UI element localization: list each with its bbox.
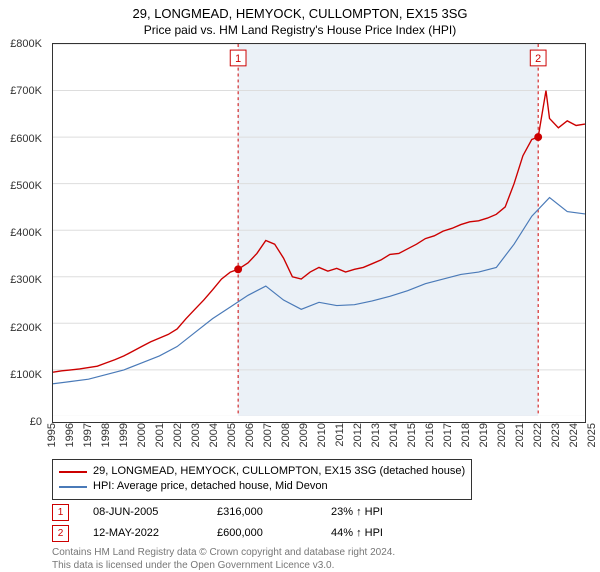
x-tick-label: 2025 xyxy=(586,423,598,447)
y-axis: £0£100K£200K£300K£400K£500K£600K£700K£80… xyxy=(0,44,44,424)
x-tick-label: 2014 xyxy=(388,423,400,447)
x-tick-label: 2015 xyxy=(406,423,418,447)
point-row: 1 08-JUN-2005 £316,000 23% ↑ HPI xyxy=(52,504,592,521)
x-tick-label: 1995 xyxy=(46,423,58,447)
legend-row: 29, LONGMEAD, HEMYOCK, CULLOMPTON, EX15 … xyxy=(59,464,465,479)
point-change: 44% ↑ HPI xyxy=(331,527,383,539)
y-tick-label: £0 xyxy=(30,416,42,428)
x-tick-label: 2002 xyxy=(172,423,184,447)
legend-label: HPI: Average price, detached house, Mid … xyxy=(93,479,328,494)
legend-label: 29, LONGMEAD, HEMYOCK, CULLOMPTON, EX15 … xyxy=(93,464,465,479)
point-price: £600,000 xyxy=(217,527,307,539)
x-tick-label: 2016 xyxy=(424,423,436,447)
point-date: 12-MAY-2022 xyxy=(93,527,193,539)
x-tick-label: 2004 xyxy=(208,423,220,447)
x-tick-label: 2003 xyxy=(190,423,202,447)
x-tick-label: 1999 xyxy=(118,423,130,447)
svg-text:2: 2 xyxy=(535,53,541,65)
x-tick-label: 2011 xyxy=(334,423,346,447)
footer-attribution: Contains HM Land Registry data © Crown c… xyxy=(52,546,592,572)
x-tick-label: 1997 xyxy=(82,423,94,447)
x-tick-label: 2023 xyxy=(550,423,562,447)
x-axis: 1995199619971998199920002001200220032004… xyxy=(52,423,586,455)
chart-legend: 29, LONGMEAD, HEMYOCK, CULLOMPTON, EX15 … xyxy=(52,459,472,500)
chart-subtitle: Price paid vs. HM Land Registry's House … xyxy=(8,23,592,37)
x-tick-label: 2008 xyxy=(280,423,292,447)
svg-text:1: 1 xyxy=(235,53,241,65)
x-tick-label: 2024 xyxy=(568,423,580,447)
y-tick-label: £300K xyxy=(10,274,42,286)
transaction-points: 1 08-JUN-2005 £316,000 23% ↑ HPI 2 12-MAY-202… xyxy=(52,504,592,542)
x-tick-label: 2021 xyxy=(514,423,526,447)
y-tick-label: £100K xyxy=(10,369,42,381)
legend-swatch xyxy=(59,471,87,473)
y-tick-label: £800K xyxy=(10,38,42,50)
x-tick-label: 2009 xyxy=(298,423,310,447)
point-price: £316,000 xyxy=(217,506,307,518)
x-tick-label: 2010 xyxy=(316,423,328,447)
x-tick-label: 2007 xyxy=(262,423,274,447)
y-tick-label: £600K xyxy=(10,133,42,145)
x-tick-label: 2005 xyxy=(226,423,238,447)
point-date: 08-JUN-2005 xyxy=(93,506,193,518)
x-tick-label: 2018 xyxy=(460,423,472,447)
point-number-box: 2 xyxy=(52,525,69,542)
point-row: 2 12-MAY-2022 £600,000 44% ↑ HPI xyxy=(52,525,592,542)
x-tick-label: 2017 xyxy=(442,423,454,447)
point-number-box: 1 xyxy=(52,504,69,521)
x-tick-label: 2001 xyxy=(154,423,166,447)
x-tick-label: 2006 xyxy=(244,423,256,447)
chart-plot-area: 12 xyxy=(52,43,586,423)
y-tick-label: £500K xyxy=(10,180,42,192)
point-change: 23% ↑ HPI xyxy=(331,506,383,518)
legend-swatch xyxy=(59,486,87,488)
legend-row: HPI: Average price, detached house, Mid … xyxy=(59,479,465,494)
x-tick-label: 1996 xyxy=(64,423,76,447)
chart-svg: 12 xyxy=(53,44,585,416)
y-tick-label: £400K xyxy=(10,227,42,239)
x-tick-label: 2013 xyxy=(370,423,382,447)
x-tick-label: 2022 xyxy=(532,423,544,447)
chart-title: 29, LONGMEAD, HEMYOCK, CULLOMPTON, EX15 … xyxy=(8,6,592,23)
x-tick-label: 2019 xyxy=(478,423,490,447)
x-tick-label: 2000 xyxy=(136,423,148,447)
footer-line: This data is licensed under the Open Gov… xyxy=(52,559,592,572)
y-tick-label: £700K xyxy=(10,85,42,97)
x-tick-label: 2012 xyxy=(352,423,364,447)
footer-line: Contains HM Land Registry data © Crown c… xyxy=(52,546,592,559)
x-tick-label: 2020 xyxy=(496,423,508,447)
x-tick-label: 1998 xyxy=(100,423,112,447)
y-tick-label: £200K xyxy=(10,322,42,334)
